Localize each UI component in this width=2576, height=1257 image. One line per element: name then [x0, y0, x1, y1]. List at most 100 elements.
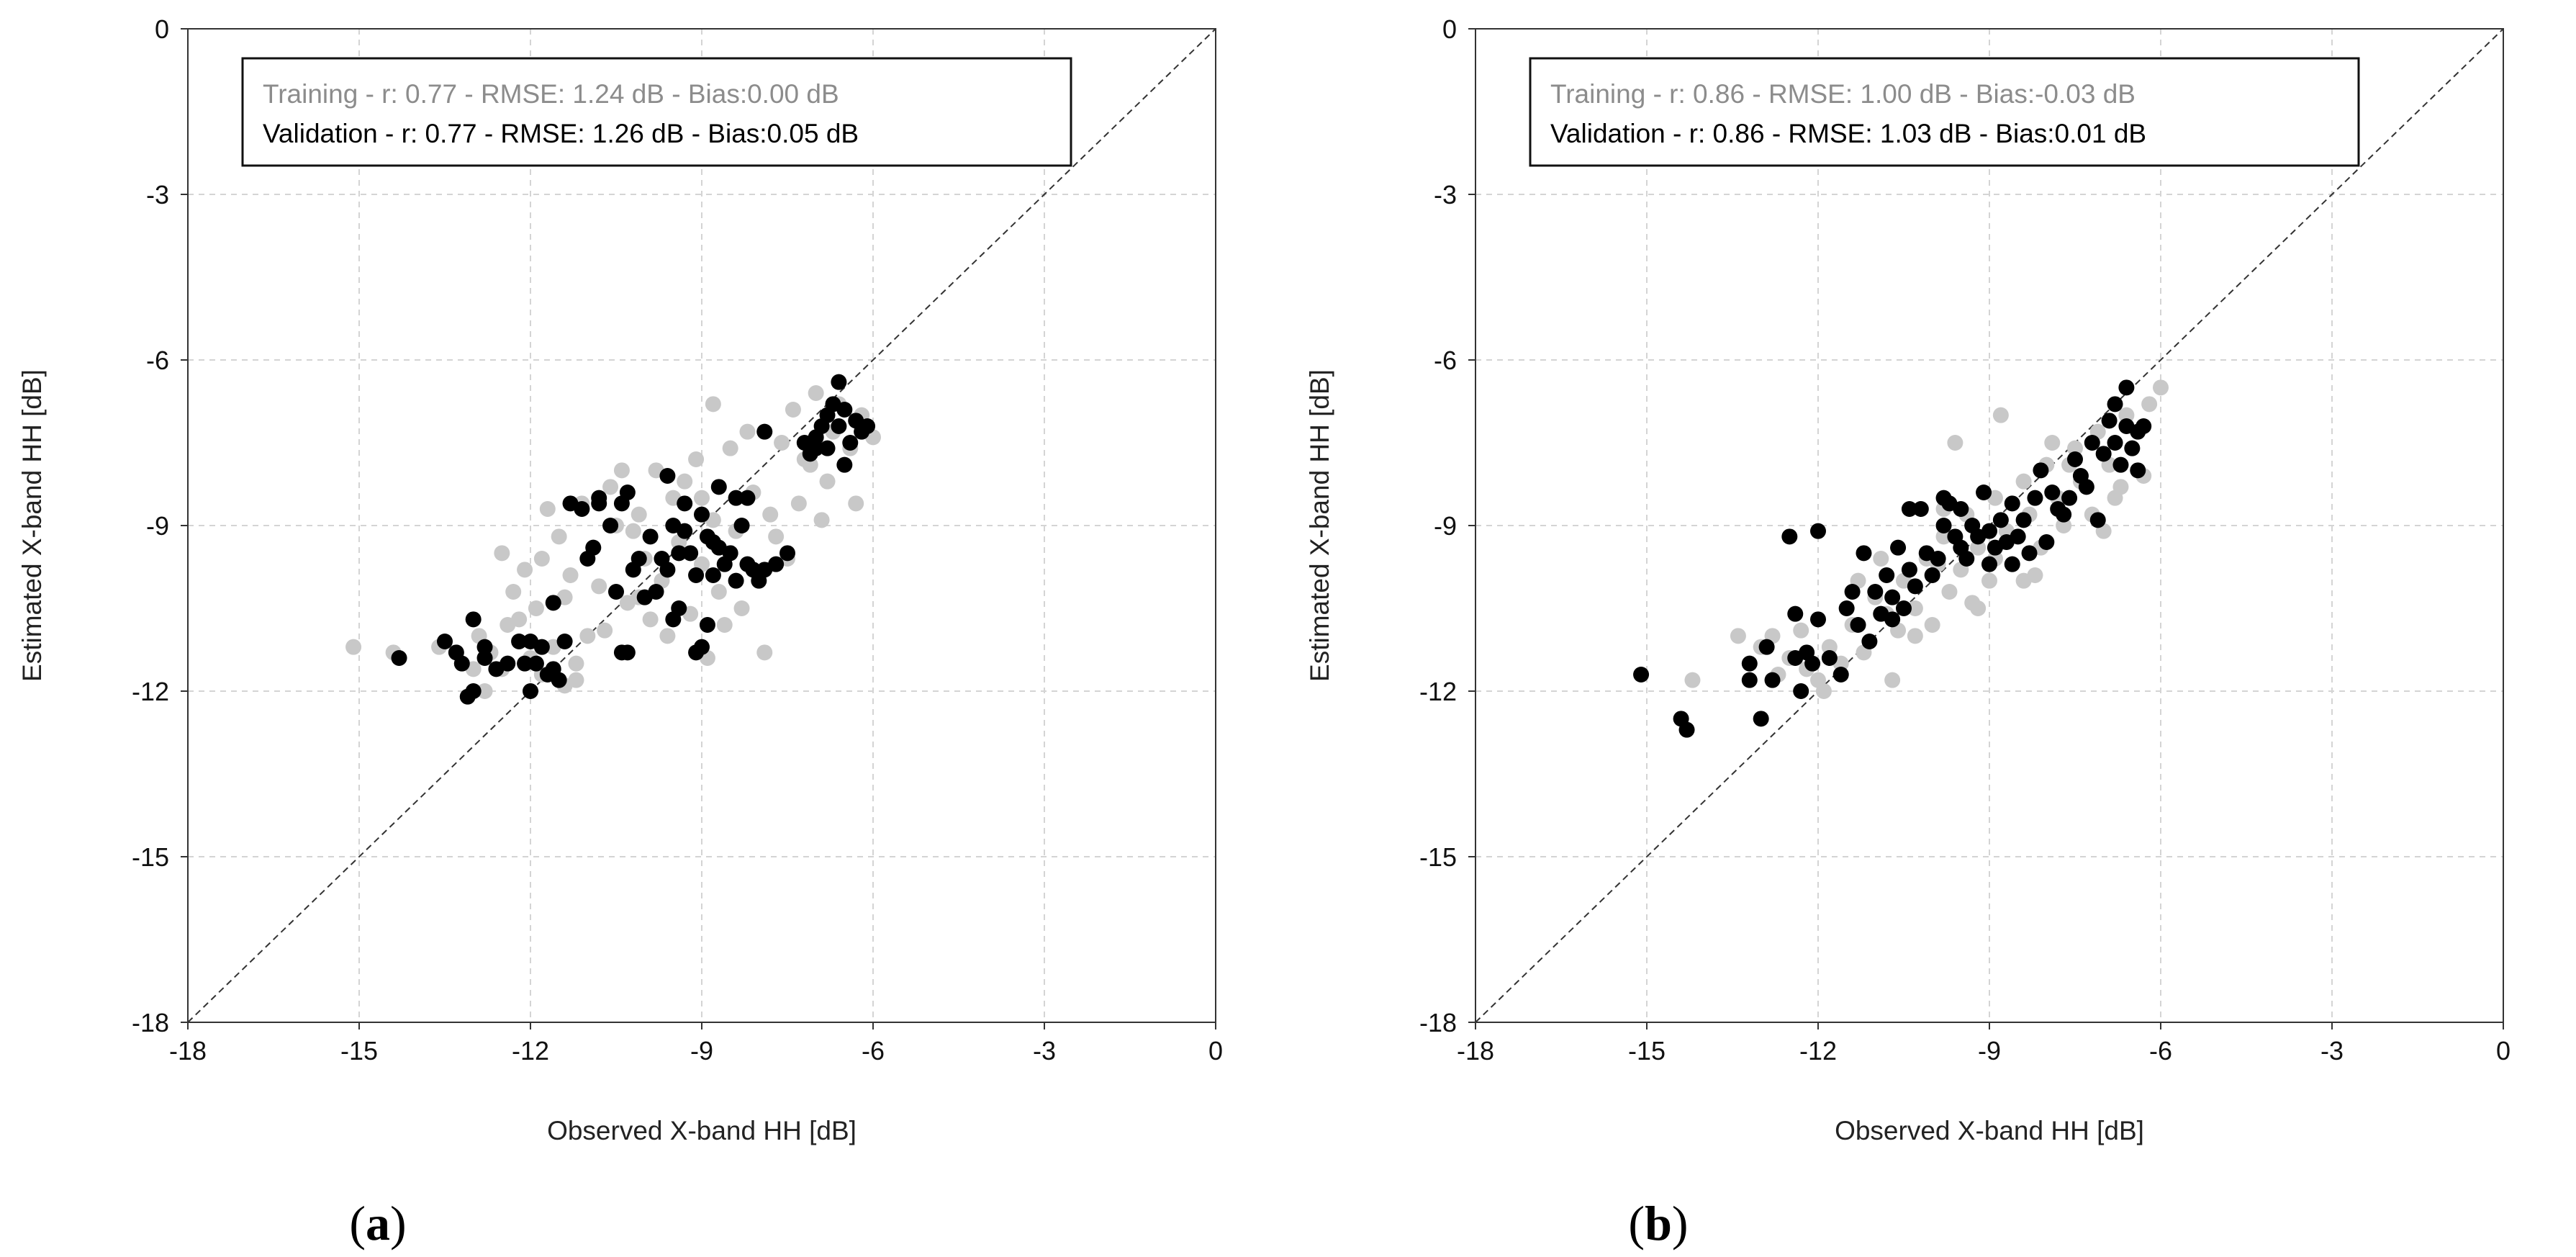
validation-point	[2056, 506, 2072, 523]
validation-point	[756, 423, 773, 440]
training-point	[597, 622, 613, 639]
validation-point	[642, 528, 659, 545]
validation-point	[556, 634, 573, 649]
validation-point	[528, 655, 544, 672]
training-point	[2056, 518, 2072, 533]
training-point	[768, 528, 785, 545]
validation-point	[739, 490, 756, 506]
validation-point	[1879, 567, 1895, 583]
x-tick-label: 0	[2496, 1036, 2511, 1065]
x-tick-label: -3	[2320, 1036, 2344, 1065]
validation-point	[1935, 490, 1952, 506]
y-tick-label: -6	[1434, 346, 1457, 375]
validation-point	[1930, 551, 1946, 567]
x-tick-label: -9	[1978, 1036, 2001, 1065]
y-tick-label: -9	[1434, 511, 1457, 541]
validation-point	[1810, 523, 1826, 539]
training-point	[631, 506, 647, 523]
validation-point	[523, 683, 538, 699]
training-point	[1947, 435, 1963, 451]
training-point	[1935, 528, 1952, 545]
x-tick-label: -6	[2149, 1036, 2172, 1065]
validation-point	[453, 655, 470, 672]
validation-point	[2101, 413, 2118, 429]
y-tick-label: 0	[155, 14, 169, 44]
chart-panel-b: -18 -15 -12 -9 -6 -3 0 -18 -15 -12 -9 -6 -3 0 Observed…	[1288, 0, 2575, 1257]
training-point	[790, 495, 807, 512]
training-point	[2118, 407, 2135, 423]
y-tick-label: 0	[1442, 14, 1457, 44]
legend: Training - r: 0.77 - RMSE: 1.24 dB - Bia…	[241, 57, 1072, 167]
legend-box	[1529, 57, 2360, 167]
validation-point	[2027, 490, 2043, 506]
validation-point	[619, 485, 636, 500]
caption-letter: b	[1645, 1196, 1672, 1251]
caption-letter: a	[366, 1196, 390, 1251]
validation-point	[1741, 672, 1758, 688]
validation-point	[2010, 528, 2026, 545]
validation-point	[682, 545, 699, 562]
training-point	[1907, 628, 1923, 644]
training-point	[2044, 435, 2061, 451]
legend-validation-text: Validation - r: 0.77 - RMSE: 1.26 dB - B…	[263, 119, 859, 148]
validation-point	[2078, 479, 2094, 495]
validation-point	[2130, 462, 2146, 479]
legend-training-text: Training - r: 0.86 - RMSE: 1.00 dB - Bia…	[1550, 79, 2136, 109]
series-validation	[1633, 379, 2152, 738]
training-point	[848, 495, 864, 512]
validation-point	[768, 556, 785, 572]
y-axis-title: Estimated X-band HH [dB]	[1305, 369, 1334, 682]
series-training	[345, 385, 881, 699]
training-point	[1884, 672, 1901, 688]
validation-point	[2061, 490, 2078, 506]
validation-point	[1633, 667, 1650, 682]
validation-point	[1832, 667, 1849, 682]
validation-point	[1758, 639, 1775, 655]
validation-point	[2124, 440, 2141, 456]
validation-point	[819, 440, 836, 456]
validation-point	[1935, 518, 1952, 533]
scatter-chart-svg: -18 -15 -12 -9 -6 -3 0 -18 -15 -12 -9 -6 -3 0 Observed…	[1305, 14, 2511, 1251]
y-tick-label: -15	[132, 842, 169, 872]
validation-point	[705, 534, 721, 550]
training-point	[1793, 622, 1809, 639]
validation-point	[779, 545, 795, 562]
validation-point	[2107, 396, 2123, 413]
y-axis-title: Estimated X-band HH [dB]	[17, 369, 47, 682]
training-point	[2112, 479, 2129, 495]
validation-point	[1861, 634, 1878, 649]
validation-point	[671, 600, 687, 616]
validation-point	[545, 595, 561, 611]
training-point	[659, 628, 676, 644]
validation-point	[808, 440, 824, 456]
caption-open-paren: (	[1628, 1196, 1645, 1251]
validation-point	[2067, 451, 2083, 467]
validation-point	[2021, 545, 2038, 562]
training-point	[591, 578, 607, 595]
validation-point	[1844, 584, 1861, 600]
validation-point	[677, 495, 693, 512]
training-point	[1992, 407, 2009, 423]
x-tick-label: -15	[1628, 1036, 1666, 1065]
validation-point	[1981, 523, 1997, 539]
validation-point	[1981, 556, 1997, 572]
validation-point	[2033, 462, 2049, 479]
training-point	[1821, 639, 1838, 655]
training-point	[677, 473, 693, 490]
validation-point	[710, 479, 727, 495]
training-point	[511, 611, 528, 628]
x-tick-label: -9	[690, 1036, 713, 1065]
validation-point	[465, 611, 482, 628]
validation-point	[585, 539, 602, 556]
training-point	[2067, 440, 2083, 456]
training-point	[733, 600, 750, 616]
validation-point	[574, 501, 590, 517]
validation-point	[2118, 379, 2135, 396]
training-point	[345, 639, 362, 655]
validation-point	[1901, 562, 1917, 578]
validation-point	[2136, 418, 2152, 434]
training-point	[785, 402, 801, 418]
training-point	[1941, 584, 1958, 600]
validation-point	[2044, 485, 2061, 500]
training-point	[528, 600, 544, 616]
